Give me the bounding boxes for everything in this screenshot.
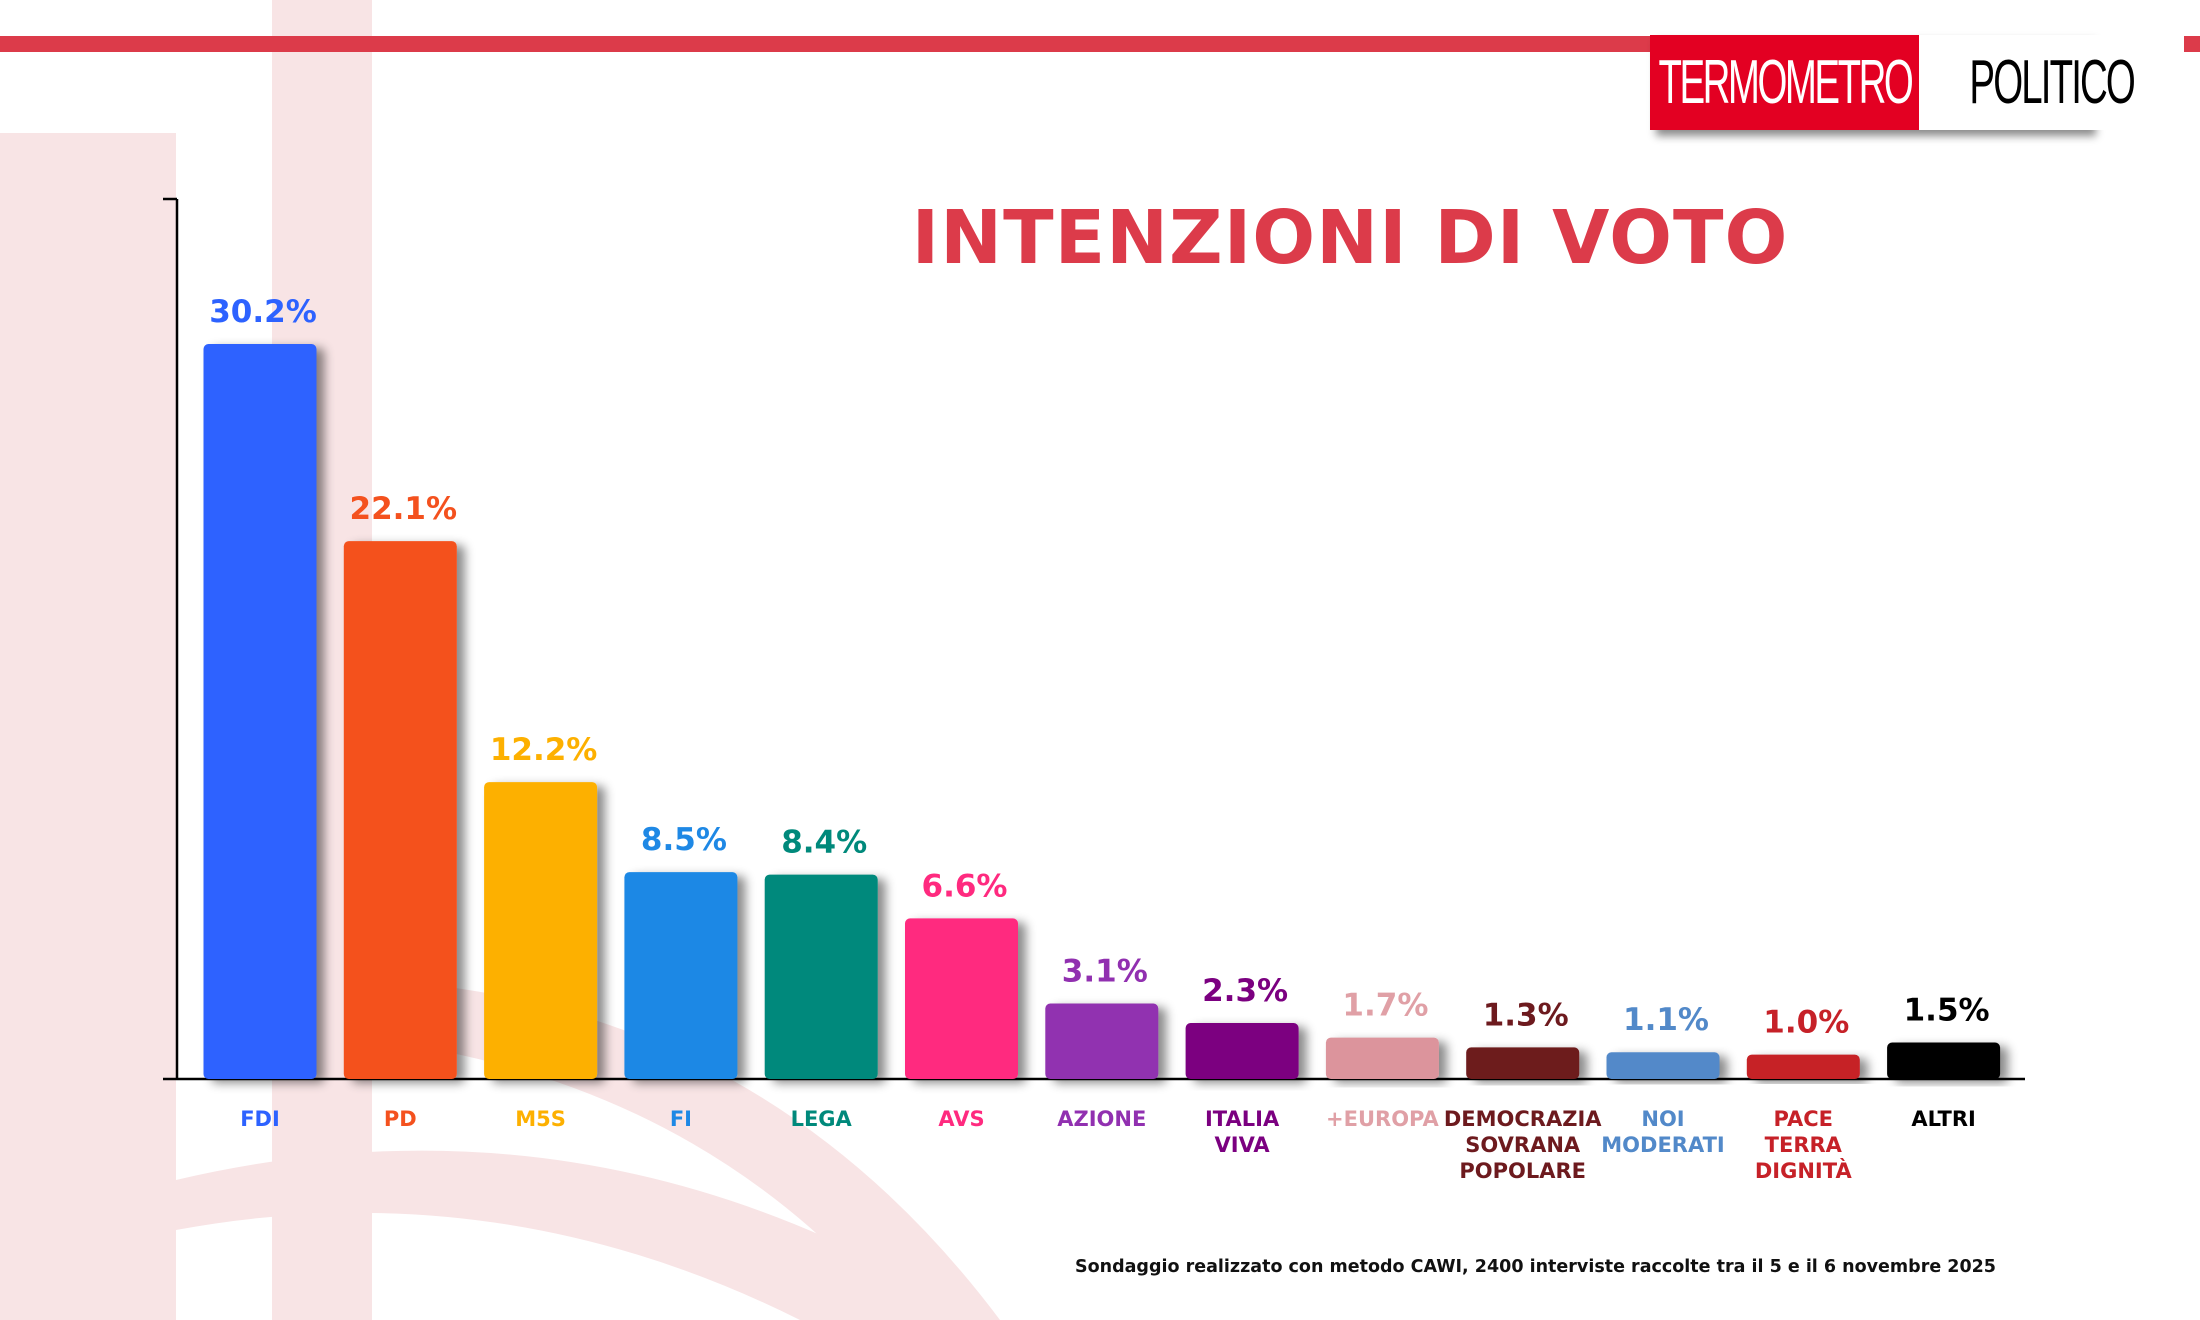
category-label: ALTRI xyxy=(1911,1107,1975,1131)
category-label: PD xyxy=(384,1107,417,1131)
bar-lega xyxy=(764,874,878,1079)
category-label: POPOLARE xyxy=(1459,1159,1586,1183)
category-label: TERRA xyxy=(1765,1133,1843,1157)
bar-italia-viva xyxy=(1185,1023,1299,1079)
watermark-block xyxy=(0,133,176,1320)
bar--europa xyxy=(1325,1037,1439,1079)
value-label: 8.5% xyxy=(641,822,727,858)
category-label: FI xyxy=(670,1107,692,1131)
category-label: AZIONE xyxy=(1057,1107,1146,1131)
bar-democrazia-sovrana-popolare xyxy=(1466,1047,1580,1079)
logo-text-left: TERMOMETRO xyxy=(1658,48,1913,117)
chart-title: INTENZIONI DI VOTO xyxy=(911,195,1789,281)
value-label: 2.3% xyxy=(1202,973,1288,1009)
category-label: FDI xyxy=(240,1107,280,1131)
category-label: ITALIA xyxy=(1205,1107,1280,1131)
bar-noi-moderati xyxy=(1606,1052,1720,1079)
category-label: DIGNITÀ xyxy=(1755,1158,1853,1183)
value-label: 12.2% xyxy=(490,732,598,768)
logo-text-right: POLITICO xyxy=(1969,48,2135,117)
bar-fdi xyxy=(203,344,317,1079)
value-label: 1.0% xyxy=(1763,1005,1849,1041)
value-label: 8.4% xyxy=(781,825,867,861)
value-label: 1.7% xyxy=(1342,988,1428,1024)
category-label: SOVRANA xyxy=(1465,1133,1581,1157)
footnote: Sondaggio realizzato con metodo CAWI, 24… xyxy=(1075,1257,1996,1277)
value-label: 1.3% xyxy=(1483,997,1569,1033)
value-label: 3.1% xyxy=(1062,954,1148,990)
termometro-politico-logo: TERMOMETRO POLITICO xyxy=(1650,35,2185,130)
bar-pace-terra-dignit- xyxy=(1746,1054,1860,1079)
category-label: VIVA xyxy=(1215,1133,1271,1157)
bar-avs xyxy=(905,918,1018,1079)
category-label: +EUROPA xyxy=(1326,1107,1439,1131)
value-label: 1.5% xyxy=(1904,992,1990,1028)
bar-fi xyxy=(624,872,738,1079)
category-label: DEMOCRAZIA xyxy=(1444,1107,1602,1131)
value-label: 22.1% xyxy=(350,491,458,527)
category-label: NOI xyxy=(1641,1107,1684,1131)
watermark-curve xyxy=(176,1150,980,1320)
bar-altri xyxy=(1887,1042,2001,1079)
value-label: 1.1% xyxy=(1623,1002,1709,1038)
category-label: MODERATI xyxy=(1601,1133,1724,1157)
bar-m5s xyxy=(484,782,598,1079)
category-label: AVS xyxy=(938,1107,984,1131)
value-label: 6.6% xyxy=(922,868,1008,904)
category-label: M5S xyxy=(515,1107,566,1131)
bar-azione xyxy=(1045,1003,1159,1079)
category-label: PACE xyxy=(1774,1107,1833,1131)
bar-pd xyxy=(343,541,457,1079)
category-label: LEGA xyxy=(791,1107,853,1131)
value-label: 30.2% xyxy=(209,294,317,330)
